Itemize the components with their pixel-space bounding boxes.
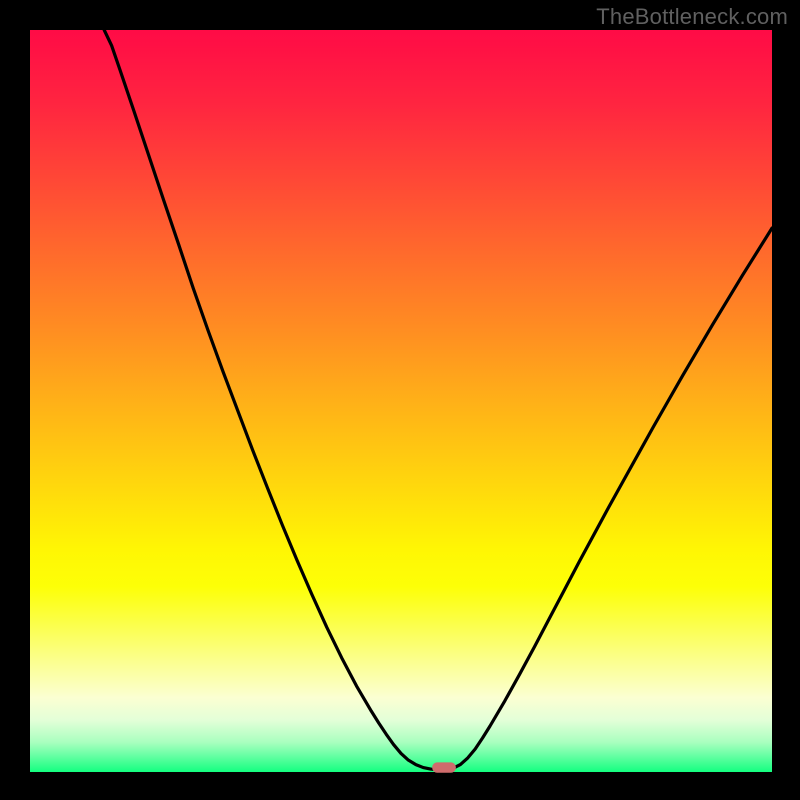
optimal-marker: [432, 762, 456, 772]
chart-svg: [0, 0, 800, 800]
watermark-text: TheBottleneck.com: [596, 4, 788, 30]
plot-background: [30, 30, 772, 772]
bottleneck-chart: [0, 0, 800, 800]
